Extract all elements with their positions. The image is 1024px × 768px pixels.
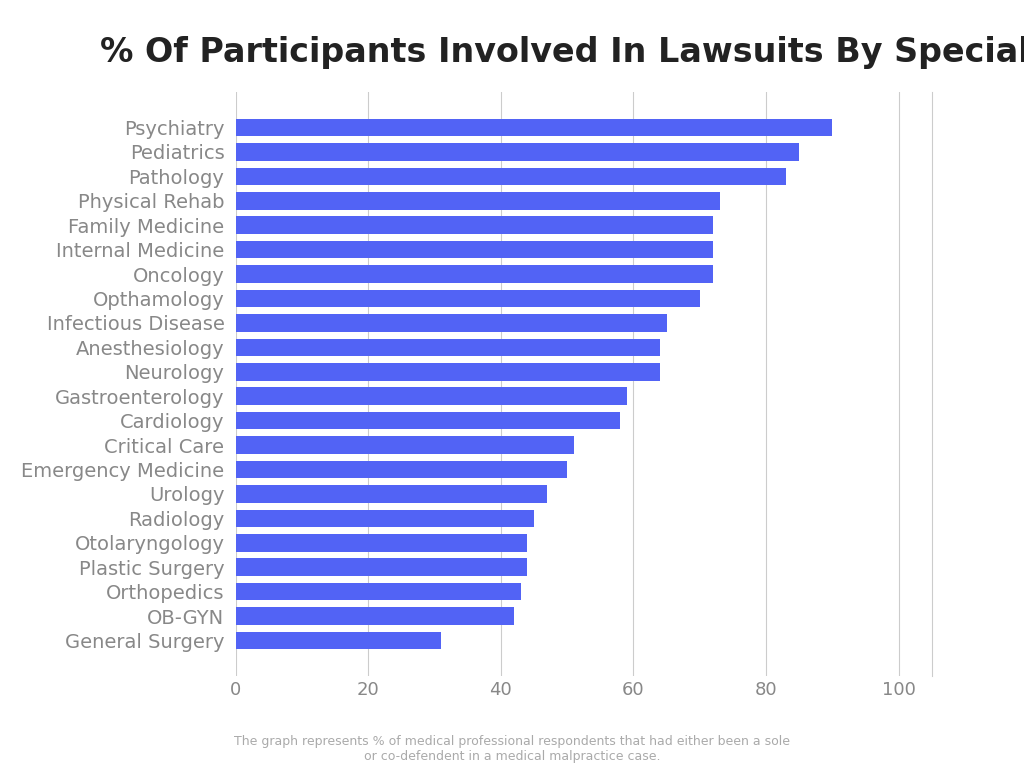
Bar	[236, 339, 659, 356]
Bar	[236, 583, 520, 601]
Bar	[236, 119, 833, 136]
Bar	[236, 241, 713, 258]
Bar	[236, 436, 573, 454]
Bar	[236, 632, 441, 649]
Bar	[236, 534, 527, 551]
Bar	[236, 485, 547, 503]
Text: The graph represents % of medical professional respondents that had either been : The graph represents % of medical profes…	[234, 735, 790, 763]
Bar	[236, 363, 659, 381]
Bar	[236, 387, 627, 405]
Bar	[236, 217, 713, 234]
Bar	[236, 558, 527, 576]
Bar	[236, 510, 534, 527]
Title: % Of Participants Involved In Lawsuits By Specialty: % Of Participants Involved In Lawsuits B…	[100, 35, 1024, 68]
Bar	[236, 167, 786, 185]
Bar	[236, 290, 699, 307]
Bar	[236, 265, 713, 283]
Bar	[236, 143, 799, 161]
Bar	[236, 461, 567, 478]
Bar	[236, 607, 514, 625]
Bar	[236, 192, 720, 210]
Bar	[236, 412, 621, 429]
Bar	[236, 314, 667, 332]
